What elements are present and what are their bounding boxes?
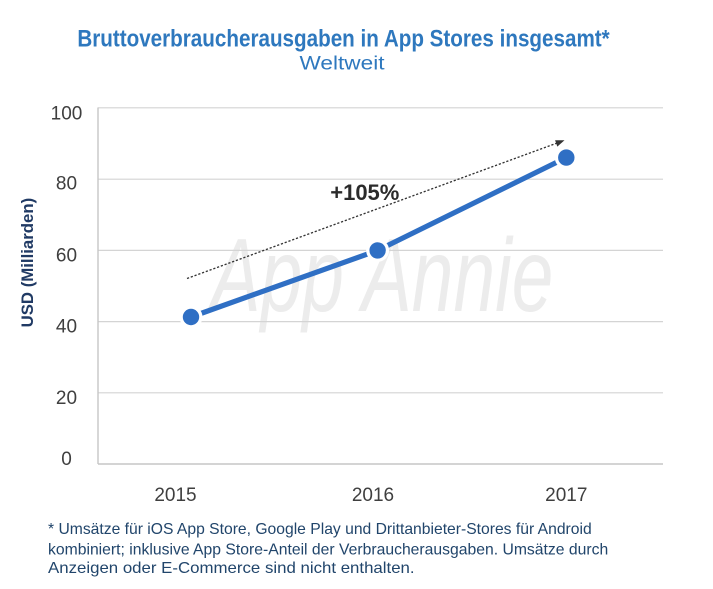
- svg-text:80: 80: [56, 174, 77, 195]
- svg-text:Anzeigen oder E-Commerce sind: Anzeigen oder E-Commerce sind nicht enth…: [48, 559, 415, 577]
- svg-text:60: 60: [56, 246, 77, 267]
- svg-text:+105%: +105%: [330, 180, 399, 205]
- svg-text:Bruttoverbraucherausgaben in A: Bruttoverbraucherausgaben in App Stores …: [77, 25, 610, 52]
- svg-text:20: 20: [56, 388, 77, 409]
- svg-text:App Annie: App Annie: [206, 218, 553, 334]
- svg-text:kombiniert; inklusive App Stor: kombiniert; inklusive App Store-Anteil d…: [48, 541, 608, 558]
- svg-text:2015: 2015: [154, 485, 196, 506]
- svg-text:0: 0: [61, 449, 72, 470]
- svg-text:* Umsätze für iOS App Store, G: * Umsätze für iOS App Store, Google Play…: [48, 521, 592, 538]
- svg-text:USD (Milliarden): USD (Milliarden): [18, 198, 37, 328]
- svg-text:2016: 2016: [352, 485, 394, 506]
- svg-text:Weltweit: Weltweit: [300, 53, 385, 74]
- svg-text:100: 100: [51, 103, 83, 124]
- svg-text:2017: 2017: [545, 485, 587, 506]
- svg-text:40: 40: [56, 317, 77, 338]
